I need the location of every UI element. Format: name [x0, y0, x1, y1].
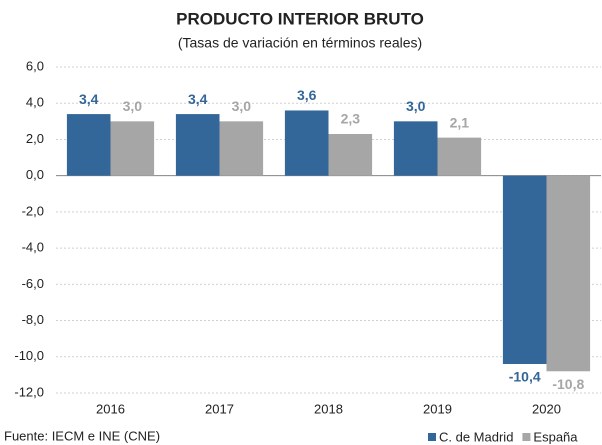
- value-label: 2,1: [450, 114, 470, 130]
- y-tick-label: 6,0: [26, 58, 44, 73]
- bar: [284, 110, 329, 176]
- value-label: 3,4: [188, 91, 208, 107]
- y-tick-label: -10,0: [14, 348, 44, 363]
- y-tick-label: -2,0: [22, 203, 44, 218]
- bar: [502, 175, 547, 365]
- x-tick-label: 2019: [423, 401, 452, 416]
- chart-title: PRODUCTO INTERIOR BRUTO: [176, 9, 424, 28]
- x-tick-label: 2016: [96, 401, 125, 416]
- bar: [66, 114, 111, 176]
- legend-swatch: [522, 433, 531, 441]
- legend-label: España: [533, 429, 578, 444]
- legend-swatch: [428, 433, 436, 441]
- y-tick-label: 2,0: [26, 131, 44, 146]
- value-label: 3,0: [406, 98, 426, 114]
- x-tick-label: 2018: [314, 401, 343, 416]
- chart-subtitle: (Tasas de variación en términos reales): [178, 35, 422, 51]
- bar: [328, 134, 373, 176]
- bar: [437, 137, 482, 176]
- value-label: 3,4: [79, 91, 99, 107]
- source-note: Fuente: IECM e INE (CNE): [4, 428, 160, 443]
- value-label: 3,0: [123, 98, 143, 114]
- value-label: -10,8: [552, 376, 584, 392]
- value-label: 3,0: [232, 98, 252, 114]
- bar: [219, 121, 264, 176]
- bar: [110, 121, 155, 176]
- legend-label: C. de Madrid: [439, 429, 513, 444]
- y-tick-label: 0,0: [26, 167, 44, 182]
- value-label: 3,6: [297, 87, 317, 103]
- y-tick-label: -8,0: [22, 312, 44, 327]
- bar: [175, 114, 220, 176]
- y-tick-label: -6,0: [22, 276, 44, 291]
- y-tick-label: -4,0: [22, 240, 44, 255]
- value-label: -10,4: [509, 369, 541, 385]
- value-label: 2,3: [341, 111, 361, 127]
- x-tick-label: 2017: [205, 401, 234, 416]
- y-tick-label: 4,0: [26, 95, 44, 110]
- x-tick-label: 2020: [532, 401, 561, 416]
- bar: [393, 121, 438, 176]
- bar: [546, 175, 591, 372]
- y-tick-label: -12,0: [14, 384, 44, 399]
